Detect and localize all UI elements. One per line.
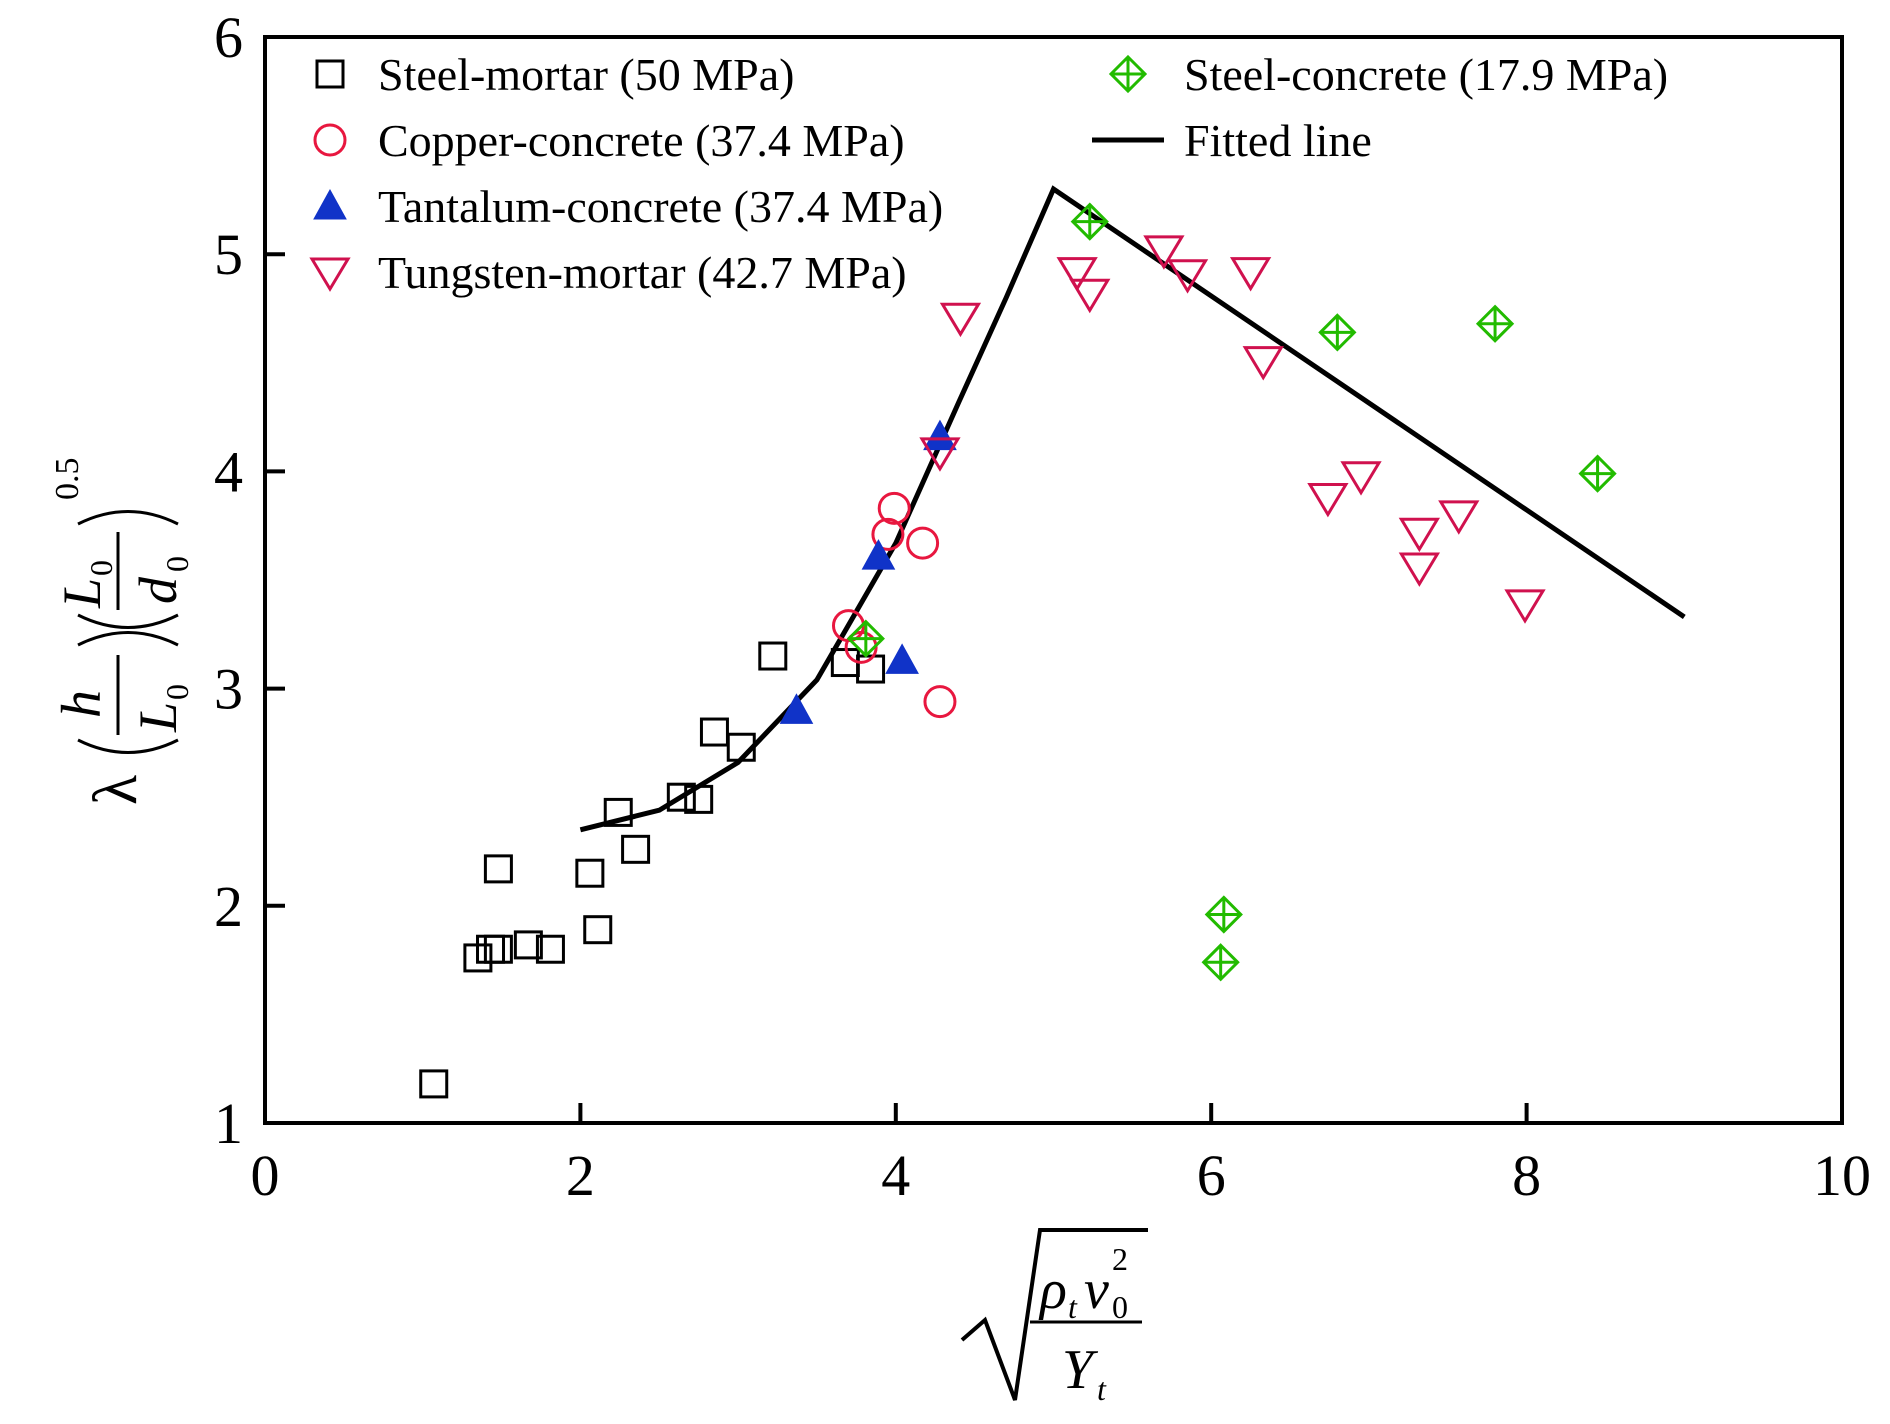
data-point [871,517,905,551]
svg-text:d: d [128,576,188,604]
svg-text:0: 0 [83,560,119,576]
data-point [513,930,543,960]
data-point [419,1069,449,1099]
x-tick-label: 0 [251,1143,280,1208]
data-point [885,643,919,674]
data-point [758,641,788,671]
data-point [684,784,714,814]
svg-text:Y: Y [1062,1339,1099,1401]
y-tick-label: 4 [214,439,243,504]
data-point [906,526,940,560]
data-point [666,782,696,812]
data-point [603,797,633,827]
data-point [483,854,513,884]
svg-text:0: 0 [159,684,195,700]
data-point [575,858,605,888]
data-point [1398,552,1441,587]
y-tick-label: 6 [214,5,243,70]
legend-label: Tungsten-mortar (42.7 MPa) [378,247,907,298]
legend-entry: Copper-concrete (37.4 MPa) [313,115,905,166]
plot-frame [263,35,1844,1125]
legend-entry: Steel-concrete (17.9 MPa) [1108,49,1668,100]
svg-text:λ: λ [82,775,150,805]
data-point [1229,257,1272,292]
svg-text:t: t [1068,1289,1078,1325]
data-point [877,491,911,525]
y-tick-label: 1 [214,1091,243,1156]
data-point [856,654,886,684]
x-tick-label: 8 [1512,1143,1541,1208]
legend-label: Tantalum-concrete (37.4 MPa) [378,181,943,232]
data-point [779,693,814,724]
data-point [535,934,565,964]
svg-text:0.5: 0.5 [49,458,86,501]
data-point [1201,943,1240,982]
data-point [1069,278,1111,314]
legend-marker [313,123,347,157]
legend: Steel-mortar (50 MPa) Copper-concrete (37… [309,49,1668,298]
data-point [923,419,957,451]
legend-entry: Steel-mortar (50 MPa) [315,49,794,100]
svg-text:L: L [128,702,188,733]
data-point [483,934,513,964]
data-point [830,648,860,678]
data-point [1438,500,1480,535]
x-tick-label: 6 [1197,1143,1226,1208]
data-point [1143,235,1185,270]
svg-text:0: 0 [159,556,195,572]
data-point [1070,202,1109,241]
data-point [1056,257,1098,292]
data-point [1318,313,1357,352]
legend-marker [1108,54,1148,94]
data-point [846,619,885,658]
data-point [1504,589,1546,624]
data-point [1307,482,1349,518]
data-point [1398,517,1441,553]
svg-text:L: L [52,578,112,609]
x-axis-label: ρ t v 2 0 Y t [960,1228,1148,1407]
legend-marker [315,59,345,89]
y-tick-label: 3 [214,657,243,722]
legend-label: Copper-concrete (37.4 MPa) [378,115,905,166]
legend-label: Fitted line [1184,115,1372,166]
data-point [699,717,729,747]
x-tick-label: 10 [1813,1143,1871,1208]
data-point [1475,304,1515,343]
data-point [1242,346,1284,381]
data-point [861,539,896,570]
data-point [621,834,651,864]
data-point [1204,895,1243,934]
legend-label: Steel-concrete (17.9 MPa) [1184,49,1668,100]
x-tick-label: 2 [566,1143,595,1208]
svg-text:ρ: ρ [1038,1259,1067,1321]
legend-entry: Tantalum-concrete (37.4 MPa) [313,181,943,232]
data-point [583,915,613,945]
data-point [923,685,957,719]
svg-text:0: 0 [1112,1289,1128,1325]
legend-entry: Tungsten-mortar (42.7 MPa) [309,247,907,298]
data-point [1340,461,1382,496]
data-points-layer [419,202,1617,1099]
data-point [1166,259,1209,294]
legend-marker [309,257,351,292]
svg-text:v: v [1084,1259,1109,1321]
data-point [939,302,982,338]
legend-marker [313,188,347,220]
y-axis-label: λ h L 0 L 0 d 0 0.5 [49,458,195,806]
data-point [919,437,961,472]
svg-text:h: h [51,690,113,718]
svg-text:2: 2 [1112,1241,1128,1277]
legend-entry: Fitted line [1092,115,1372,166]
legend-label: Steel-mortar (50 MPa) [378,49,794,100]
data-point [1578,454,1617,493]
y-tick-label: 5 [214,222,243,287]
x-tick-label: 4 [881,1143,910,1208]
data-point [726,732,756,762]
y-tick-label: 2 [214,874,243,939]
svg-text:t: t [1097,1371,1107,1407]
